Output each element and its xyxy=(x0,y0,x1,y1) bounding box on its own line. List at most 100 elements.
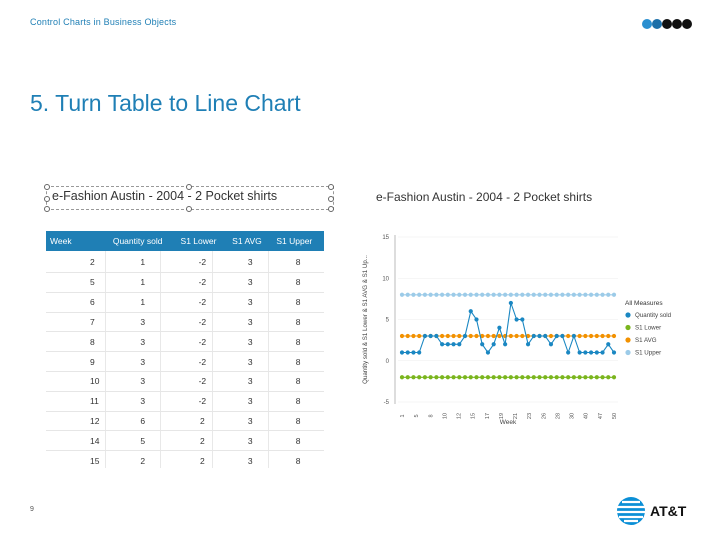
data-point xyxy=(491,342,496,347)
table-cell: 2 xyxy=(46,251,109,273)
resize-handle[interactable] xyxy=(186,206,192,212)
data-point xyxy=(440,342,445,347)
column-header[interactable]: S1 AVG xyxy=(228,231,273,251)
legend-item: S1 Lower xyxy=(635,325,661,332)
data-point xyxy=(485,350,491,355)
data-point xyxy=(457,333,462,339)
table-row: 5 1 -2 3 8 xyxy=(46,272,324,293)
data-point xyxy=(480,375,485,380)
data-point xyxy=(411,333,416,339)
data-point xyxy=(474,292,479,297)
page-number: 9 xyxy=(30,506,34,513)
data-point xyxy=(445,375,450,380)
data-point xyxy=(514,292,519,297)
resize-handle[interactable] xyxy=(44,184,50,190)
data-point xyxy=(514,333,519,339)
data-point xyxy=(491,292,496,297)
data-point xyxy=(468,309,473,314)
column-header[interactable]: Week xyxy=(46,231,109,251)
data-point xyxy=(417,292,422,297)
table-cell: -2 xyxy=(176,351,229,372)
x-tick-label: 17 xyxy=(485,413,491,419)
data-point xyxy=(554,333,559,339)
data-point xyxy=(440,292,445,297)
legend-marker xyxy=(625,312,631,318)
data-point xyxy=(611,375,617,380)
table-cell: 2 xyxy=(108,450,177,468)
data-point xyxy=(468,333,473,339)
data-point xyxy=(554,292,559,297)
data-point xyxy=(497,333,502,339)
x-tick-label: 12 xyxy=(457,413,463,419)
data-point xyxy=(611,350,617,355)
data-point xyxy=(417,375,422,380)
table-cell: 3 xyxy=(228,251,273,273)
data-point xyxy=(497,292,502,297)
table-panel[interactable]: e-Fashion Austin - 2004 - 2 Pocket shirt… xyxy=(40,178,336,468)
resize-handle[interactable] xyxy=(328,196,334,202)
x-tick-label: 40 xyxy=(584,413,590,419)
data-point xyxy=(531,292,536,297)
data-point xyxy=(520,317,525,322)
data-point xyxy=(417,333,422,339)
table-cell: 8 xyxy=(272,251,324,273)
data-point xyxy=(405,333,410,339)
data-point xyxy=(531,375,536,380)
data-point xyxy=(560,292,565,297)
table-cell: -2 xyxy=(176,331,229,353)
column-header[interactable]: Quantity sold xyxy=(108,231,177,251)
data-point xyxy=(537,333,542,339)
table-cell: 3 xyxy=(108,312,177,333)
resize-handle[interactable] xyxy=(328,206,334,212)
data-point xyxy=(525,375,531,380)
x-axis-label: Week xyxy=(500,419,517,426)
data-point xyxy=(566,333,571,339)
table-cell: 12 xyxy=(46,411,109,432)
x-tick-label: 50 xyxy=(612,413,618,419)
data-point xyxy=(543,333,548,339)
table-row: 9 3 -2 3 8 xyxy=(46,351,324,372)
table-row: 7 3 -2 3 8 xyxy=(46,312,324,333)
table-cell: -2 xyxy=(176,292,229,313)
resize-handle[interactable] xyxy=(186,184,192,190)
data-point xyxy=(594,375,599,380)
data-point xyxy=(594,292,599,297)
table-cell: 1 xyxy=(108,272,177,293)
resize-handle[interactable] xyxy=(328,184,334,190)
x-tick-label: 30 xyxy=(570,413,576,419)
data-point xyxy=(508,333,513,339)
data-point xyxy=(548,342,554,347)
table-cell: 2 xyxy=(176,430,229,452)
data-point xyxy=(566,292,571,297)
table-cell: 3 xyxy=(108,371,177,392)
y-tick-label: 15 xyxy=(382,235,389,241)
table-cell: 2 xyxy=(176,450,229,468)
data-point xyxy=(537,292,542,297)
data-point xyxy=(480,333,485,339)
y-tick-label: -5 xyxy=(384,400,390,406)
data-point xyxy=(445,333,450,339)
table-cell: 10 xyxy=(46,371,109,392)
column-header[interactable]: S1 Lower xyxy=(176,231,229,251)
x-tick-label: 15 xyxy=(471,413,477,419)
data-point xyxy=(462,375,468,380)
data-point xyxy=(485,333,491,339)
data-point xyxy=(480,292,485,297)
column-header[interactable]: S1 Upper xyxy=(272,231,324,251)
resize-handle[interactable] xyxy=(44,206,50,212)
data-point xyxy=(445,292,450,297)
resize-handle[interactable] xyxy=(44,196,50,202)
data-point xyxy=(399,292,405,297)
legend-marker xyxy=(625,337,631,343)
data-point xyxy=(508,300,513,306)
data-point xyxy=(462,333,468,339)
data-point xyxy=(440,375,445,380)
table-cell: 3 xyxy=(228,292,273,313)
data-point xyxy=(480,342,485,347)
data-point xyxy=(520,375,525,380)
data-point xyxy=(474,317,479,322)
data-point xyxy=(514,317,519,322)
table-cell: 8 xyxy=(46,331,109,353)
data-point xyxy=(566,350,571,355)
line-chart[interactable]: Quantity sold & S1 Lower & S1 AVG & S1 U… xyxy=(355,225,710,440)
